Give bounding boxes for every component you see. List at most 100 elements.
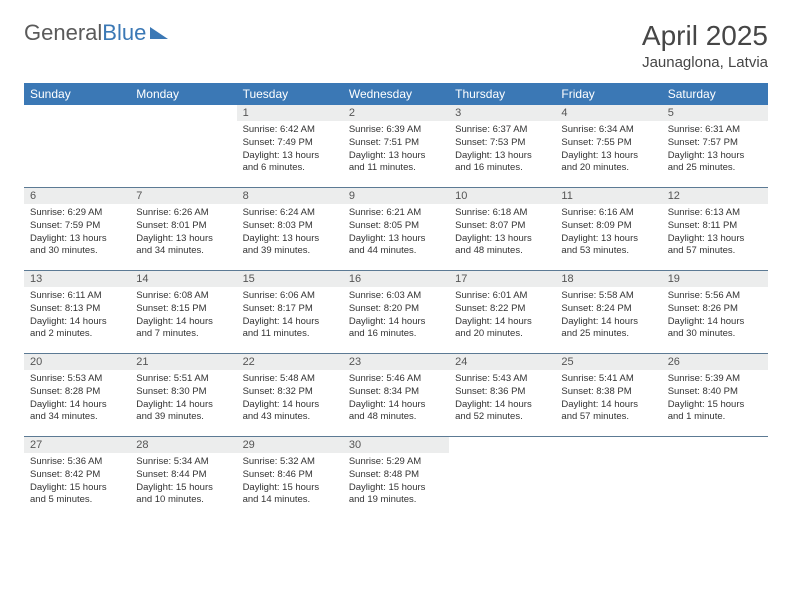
day-details: Sunrise: 6:03 AM Sunset: 8:20 PM Dayligh… bbox=[343, 287, 449, 345]
calendar-cell: 1Sunrise: 6:42 AM Sunset: 7:49 PM Daylig… bbox=[237, 105, 343, 188]
calendar-row: 13Sunrise: 6:11 AM Sunset: 8:13 PM Dayli… bbox=[24, 271, 768, 354]
day-number: 26 bbox=[662, 354, 768, 370]
day-number: 20 bbox=[24, 354, 130, 370]
day-details: Sunrise: 6:21 AM Sunset: 8:05 PM Dayligh… bbox=[343, 204, 449, 262]
calendar-cell: 19Sunrise: 5:56 AM Sunset: 8:26 PM Dayli… bbox=[662, 271, 768, 354]
header: GeneralBlue April 2025 Jaunaglona, Latvi… bbox=[24, 20, 768, 71]
day-details: Sunrise: 5:34 AM Sunset: 8:44 PM Dayligh… bbox=[130, 453, 236, 511]
day-number: 5 bbox=[662, 105, 768, 121]
calendar-cell: 16Sunrise: 6:03 AM Sunset: 8:20 PM Dayli… bbox=[343, 271, 449, 354]
calendar-cell: 8Sunrise: 6:24 AM Sunset: 8:03 PM Daylig… bbox=[237, 188, 343, 271]
day-number: 21 bbox=[130, 354, 236, 370]
weekday-header: Thursday bbox=[449, 83, 555, 105]
logo-part2: Blue bbox=[102, 20, 146, 46]
day-number: 30 bbox=[343, 437, 449, 453]
day-number: 4 bbox=[555, 105, 661, 121]
day-details: Sunrise: 6:24 AM Sunset: 8:03 PM Dayligh… bbox=[237, 204, 343, 262]
calendar-row: 27Sunrise: 5:36 AM Sunset: 8:42 PM Dayli… bbox=[24, 437, 768, 520]
calendar-cell: 28Sunrise: 5:34 AM Sunset: 8:44 PM Dayli… bbox=[130, 437, 236, 520]
calendar-cell: 2Sunrise: 6:39 AM Sunset: 7:51 PM Daylig… bbox=[343, 105, 449, 188]
calendar-cell: .. bbox=[555, 437, 661, 520]
calendar-cell: 30Sunrise: 5:29 AM Sunset: 8:48 PM Dayli… bbox=[343, 437, 449, 520]
calendar-cell: 11Sunrise: 6:16 AM Sunset: 8:09 PM Dayli… bbox=[555, 188, 661, 271]
calendar-cell: .. bbox=[449, 437, 555, 520]
day-details: Sunrise: 6:18 AM Sunset: 8:07 PM Dayligh… bbox=[449, 204, 555, 262]
day-details: Sunrise: 6:01 AM Sunset: 8:22 PM Dayligh… bbox=[449, 287, 555, 345]
page-title: April 2025 bbox=[642, 20, 768, 52]
calendar-cell: 14Sunrise: 6:08 AM Sunset: 8:15 PM Dayli… bbox=[130, 271, 236, 354]
day-number: 12 bbox=[662, 188, 768, 204]
day-details: Sunrise: 6:37 AM Sunset: 7:53 PM Dayligh… bbox=[449, 121, 555, 179]
calendar-cell: .. bbox=[24, 105, 130, 188]
calendar-cell: 27Sunrise: 5:36 AM Sunset: 8:42 PM Dayli… bbox=[24, 437, 130, 520]
day-number: 16 bbox=[343, 271, 449, 287]
location-label: Jaunaglona, Latvia bbox=[642, 54, 768, 71]
day-details: Sunrise: 5:58 AM Sunset: 8:24 PM Dayligh… bbox=[555, 287, 661, 345]
calendar-cell: 29Sunrise: 5:32 AM Sunset: 8:46 PM Dayli… bbox=[237, 437, 343, 520]
weekday-header: Sunday bbox=[24, 83, 130, 105]
day-number: 3 bbox=[449, 105, 555, 121]
calendar-cell: 20Sunrise: 5:53 AM Sunset: 8:28 PM Dayli… bbox=[24, 354, 130, 437]
weekday-header: Tuesday bbox=[237, 83, 343, 105]
day-details: Sunrise: 5:32 AM Sunset: 8:46 PM Dayligh… bbox=[237, 453, 343, 511]
day-details: Sunrise: 6:34 AM Sunset: 7:55 PM Dayligh… bbox=[555, 121, 661, 179]
day-details: Sunrise: 6:16 AM Sunset: 8:09 PM Dayligh… bbox=[555, 204, 661, 262]
day-number: 1 bbox=[237, 105, 343, 121]
day-number: 6 bbox=[24, 188, 130, 204]
day-details: Sunrise: 6:06 AM Sunset: 8:17 PM Dayligh… bbox=[237, 287, 343, 345]
calendar-cell: 22Sunrise: 5:48 AM Sunset: 8:32 PM Dayli… bbox=[237, 354, 343, 437]
calendar-cell: 18Sunrise: 5:58 AM Sunset: 8:24 PM Dayli… bbox=[555, 271, 661, 354]
day-number: 29 bbox=[237, 437, 343, 453]
day-number: 24 bbox=[449, 354, 555, 370]
day-number: 15 bbox=[237, 271, 343, 287]
day-number: 7 bbox=[130, 188, 236, 204]
day-details: Sunrise: 5:46 AM Sunset: 8:34 PM Dayligh… bbox=[343, 370, 449, 428]
calendar-cell: 7Sunrise: 6:26 AM Sunset: 8:01 PM Daylig… bbox=[130, 188, 236, 271]
calendar-cell: 25Sunrise: 5:41 AM Sunset: 8:38 PM Dayli… bbox=[555, 354, 661, 437]
day-number: 17 bbox=[449, 271, 555, 287]
weekday-header: Monday bbox=[130, 83, 236, 105]
day-details: Sunrise: 5:39 AM Sunset: 8:40 PM Dayligh… bbox=[662, 370, 768, 428]
calendar-cell: 9Sunrise: 6:21 AM Sunset: 8:05 PM Daylig… bbox=[343, 188, 449, 271]
day-details: Sunrise: 5:48 AM Sunset: 8:32 PM Dayligh… bbox=[237, 370, 343, 428]
day-details: Sunrise: 6:26 AM Sunset: 8:01 PM Dayligh… bbox=[130, 204, 236, 262]
logo-part1: General bbox=[24, 20, 102, 46]
calendar-cell: 17Sunrise: 6:01 AM Sunset: 8:22 PM Dayli… bbox=[449, 271, 555, 354]
day-number: 27 bbox=[24, 437, 130, 453]
day-details: Sunrise: 6:08 AM Sunset: 8:15 PM Dayligh… bbox=[130, 287, 236, 345]
day-number: 8 bbox=[237, 188, 343, 204]
day-number: 22 bbox=[237, 354, 343, 370]
calendar-cell: 21Sunrise: 5:51 AM Sunset: 8:30 PM Dayli… bbox=[130, 354, 236, 437]
calendar-row: 6Sunrise: 6:29 AM Sunset: 7:59 PM Daylig… bbox=[24, 188, 768, 271]
calendar-cell: 6Sunrise: 6:29 AM Sunset: 7:59 PM Daylig… bbox=[24, 188, 130, 271]
calendar-cell: 3Sunrise: 6:37 AM Sunset: 7:53 PM Daylig… bbox=[449, 105, 555, 188]
weekday-header-row: Sunday Monday Tuesday Wednesday Thursday… bbox=[24, 83, 768, 105]
day-details: Sunrise: 6:11 AM Sunset: 8:13 PM Dayligh… bbox=[24, 287, 130, 345]
day-details: Sunrise: 5:29 AM Sunset: 8:48 PM Dayligh… bbox=[343, 453, 449, 511]
logo-icon bbox=[150, 27, 168, 39]
calendar-row: 20Sunrise: 5:53 AM Sunset: 8:28 PM Dayli… bbox=[24, 354, 768, 437]
title-block: April 2025 Jaunaglona, Latvia bbox=[642, 20, 768, 71]
day-details: Sunrise: 5:56 AM Sunset: 8:26 PM Dayligh… bbox=[662, 287, 768, 345]
day-number: 9 bbox=[343, 188, 449, 204]
calendar-cell: 5Sunrise: 6:31 AM Sunset: 7:57 PM Daylig… bbox=[662, 105, 768, 188]
day-details: Sunrise: 5:43 AM Sunset: 8:36 PM Dayligh… bbox=[449, 370, 555, 428]
calendar-cell: 13Sunrise: 6:11 AM Sunset: 8:13 PM Dayli… bbox=[24, 271, 130, 354]
calendar-cell: 10Sunrise: 6:18 AM Sunset: 8:07 PM Dayli… bbox=[449, 188, 555, 271]
calendar-cell: 12Sunrise: 6:13 AM Sunset: 8:11 PM Dayli… bbox=[662, 188, 768, 271]
calendar-cell: .. bbox=[662, 437, 768, 520]
calendar-cell: 4Sunrise: 6:34 AM Sunset: 7:55 PM Daylig… bbox=[555, 105, 661, 188]
day-details: Sunrise: 5:53 AM Sunset: 8:28 PM Dayligh… bbox=[24, 370, 130, 428]
weekday-header: Wednesday bbox=[343, 83, 449, 105]
calendar-cell: 24Sunrise: 5:43 AM Sunset: 8:36 PM Dayli… bbox=[449, 354, 555, 437]
day-details: Sunrise: 6:13 AM Sunset: 8:11 PM Dayligh… bbox=[662, 204, 768, 262]
day-number: 11 bbox=[555, 188, 661, 204]
calendar-cell: 23Sunrise: 5:46 AM Sunset: 8:34 PM Dayli… bbox=[343, 354, 449, 437]
weekday-header: Saturday bbox=[662, 83, 768, 105]
calendar-cell: 15Sunrise: 6:06 AM Sunset: 8:17 PM Dayli… bbox=[237, 271, 343, 354]
day-details: Sunrise: 5:36 AM Sunset: 8:42 PM Dayligh… bbox=[24, 453, 130, 511]
day-number: 19 bbox=[662, 271, 768, 287]
day-details: Sunrise: 5:41 AM Sunset: 8:38 PM Dayligh… bbox=[555, 370, 661, 428]
day-number: 28 bbox=[130, 437, 236, 453]
day-number: 25 bbox=[555, 354, 661, 370]
